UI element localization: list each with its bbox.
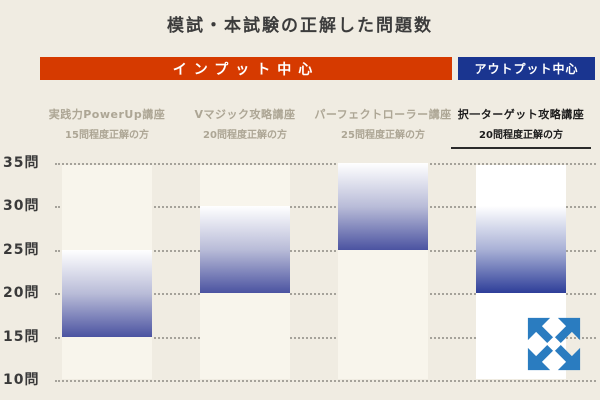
course-name: 択一ターゲット攻略講座 xyxy=(457,108,585,121)
expand-icon[interactable] xyxy=(525,313,583,375)
gridline xyxy=(55,293,596,296)
gridline xyxy=(55,380,596,382)
course-name: Vマジック攻略講座 xyxy=(194,108,296,121)
gridline xyxy=(55,336,596,339)
range-bar xyxy=(476,206,566,294)
banner-input: インプット中心 xyxy=(40,57,452,80)
banner-output-label: アウトプット中心 xyxy=(474,62,579,76)
course-note: 20問程度正解の方 xyxy=(203,130,287,141)
column-header: パーフェクトローラー講座 25問程度正解の方 xyxy=(308,106,458,141)
range-bar xyxy=(62,249,152,337)
y-axis-tick-label: 30問 xyxy=(3,198,40,215)
column-header: Vマジック攻略講座 20問程度正解の方 xyxy=(170,106,320,141)
course-name: パーフェクトローラー講座 xyxy=(314,108,452,121)
banner-output: アウトプット中心 xyxy=(458,57,595,80)
column-strip xyxy=(476,165,566,379)
column-strip xyxy=(62,165,152,379)
page-title: 模試・本試験の正解した問題数 xyxy=(167,16,433,36)
y-axis-tick-label: 15問 xyxy=(3,328,40,345)
gridline xyxy=(55,163,596,165)
range-bar xyxy=(338,163,428,250)
course-note: 20問程度正解の方 xyxy=(479,130,563,141)
y-axis-tick-label: 20問 xyxy=(3,285,40,302)
y-axis-tick-label: 25問 xyxy=(3,241,40,258)
y-axis-tick-label: 10問 xyxy=(3,372,40,388)
column-header: 実践力PowerUp講座 15問程度正解の方 xyxy=(32,106,182,141)
gridline xyxy=(55,206,596,209)
column-strip xyxy=(338,163,428,379)
banner-input-label: インプット中心 xyxy=(172,61,320,78)
gridline xyxy=(55,249,596,252)
course-note: 25問程度正解の方 xyxy=(341,130,425,141)
column-strip xyxy=(200,165,290,379)
course-name: 実践力PowerUp講座 xyxy=(48,108,166,121)
course-note: 15問程度正解の方 xyxy=(65,130,149,141)
range-bar xyxy=(200,206,290,294)
column-header: 択一ターゲット攻略講座 20問程度正解の方 xyxy=(451,106,591,149)
y-axis-tick-label: 35問 xyxy=(3,155,40,171)
